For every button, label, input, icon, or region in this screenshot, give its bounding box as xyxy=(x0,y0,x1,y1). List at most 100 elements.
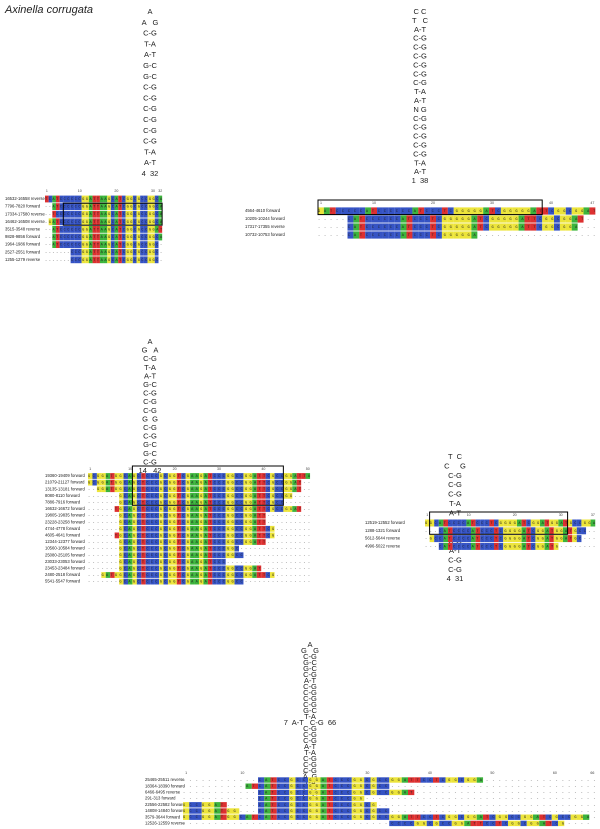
nucleotide-cell xyxy=(141,506,146,512)
nucleotide-cell xyxy=(194,512,200,519)
nucleotide-cell xyxy=(143,241,148,248)
nucleotide-cell xyxy=(207,552,213,559)
nucleotide-cell xyxy=(265,473,271,479)
nucleotide-cell xyxy=(549,542,554,550)
nucleotide-cell xyxy=(151,210,155,218)
nucleotide-cell xyxy=(140,203,144,210)
sequence-label: 17334-17580 reverse xyxy=(5,211,45,216)
nucleotide-cell xyxy=(351,783,359,789)
nucleotide-cell xyxy=(329,207,336,215)
nucleotide-cell xyxy=(430,215,437,223)
nucleotide-cell xyxy=(412,223,419,231)
nucleotide-cell xyxy=(470,814,477,820)
nucleotide-cell xyxy=(548,207,555,215)
nucleotide-cell xyxy=(96,195,100,203)
nucleotide-cell xyxy=(414,820,421,827)
nucleotide-cell xyxy=(351,814,359,820)
hairpin-line: C-G xyxy=(303,736,317,745)
nucleotide-cell xyxy=(127,506,133,512)
nucleotide-cell xyxy=(289,808,296,814)
nucleotide-cell xyxy=(185,558,191,565)
nucleotide-cell xyxy=(500,207,507,215)
nucleotide-cell xyxy=(185,525,191,532)
nucleotide-cell xyxy=(489,519,495,527)
nucleotide-cell xyxy=(520,820,527,827)
nucleotide-cell xyxy=(121,218,126,226)
nucleotide-cell xyxy=(88,218,93,226)
nucleotide-cell xyxy=(55,233,60,241)
nucleotide-cell xyxy=(159,545,164,552)
nucleotide-cell xyxy=(247,499,253,506)
nucleotide-cell xyxy=(199,486,204,493)
nucleotide-cell xyxy=(326,814,334,820)
nucleotide-cell xyxy=(52,233,57,241)
nucleotide-cell xyxy=(577,215,584,223)
nucleotide-cell xyxy=(119,565,124,572)
nucleotide-cell xyxy=(163,565,168,572)
nucleotide-cell xyxy=(185,532,191,539)
nucleotide-cell xyxy=(199,479,204,486)
nucleotide-cell xyxy=(181,558,186,565)
nucleotide-cell xyxy=(123,558,129,565)
nucleotide-cell xyxy=(258,783,265,789)
nucleotide-cell xyxy=(278,492,284,499)
nucleotide-cell xyxy=(261,473,266,479)
nucleotide-cell xyxy=(345,802,352,808)
nucleotide-cell xyxy=(376,814,384,820)
hairpin-line: G-C xyxy=(303,664,317,673)
hairpin-line: T C xyxy=(412,16,429,25)
nucleotide-cell xyxy=(92,226,97,233)
nucleotide-cell xyxy=(132,539,137,545)
nucleotide-cell xyxy=(452,527,458,535)
nucleotide-cell xyxy=(230,572,235,578)
nucleotide-cell xyxy=(121,210,126,218)
nucleotide-cell xyxy=(234,512,240,519)
nucleotide-cell xyxy=(158,210,163,218)
nucleotide-cell xyxy=(252,565,257,572)
nucleotide-cell xyxy=(225,539,231,545)
nucleotide-cell xyxy=(261,525,266,532)
nucleotide-cell xyxy=(436,223,442,231)
nucleotide-cell xyxy=(276,802,284,808)
nucleotide-cell xyxy=(270,499,275,506)
nucleotide-cell xyxy=(295,802,302,808)
nucleotide-cell xyxy=(147,241,152,248)
nucleotide-cell xyxy=(301,808,309,814)
nucleotide-cell xyxy=(230,539,235,545)
nucleotide-cell xyxy=(194,479,200,486)
hairpin-line: A-T xyxy=(414,96,427,105)
nucleotide-cell xyxy=(212,558,217,565)
nucleotide-cell xyxy=(127,558,133,565)
nucleotide-cell xyxy=(351,795,359,802)
nucleotide-cell xyxy=(136,572,142,578)
nucleotide-cell xyxy=(216,479,222,486)
nucleotide-cell xyxy=(136,519,142,526)
nucleotide-cell xyxy=(110,233,115,241)
nucleotide-cell xyxy=(194,492,200,499)
nucleotide-cell xyxy=(199,473,204,479)
nucleotide-cell xyxy=(276,789,284,796)
ruler-label: 40 xyxy=(261,467,265,471)
nucleotide-cell xyxy=(243,506,248,512)
nucleotide-cell xyxy=(535,535,541,543)
nucleotide-cell xyxy=(221,519,226,526)
nucleotide-cell xyxy=(145,499,151,506)
nucleotide-cell xyxy=(457,527,462,535)
nucleotide-cell xyxy=(234,473,240,479)
nucleotide-cell xyxy=(452,542,458,550)
sequence-label: 14808-14840 forward xyxy=(145,808,185,813)
nucleotide-cell xyxy=(243,525,248,532)
nucleotide-cell xyxy=(295,808,302,814)
nucleotide-cell xyxy=(181,486,186,493)
nucleotide-cell xyxy=(258,789,265,796)
nucleotide-cell xyxy=(376,783,384,789)
nucleotide-cell xyxy=(283,492,288,499)
nucleotide-cell xyxy=(536,223,543,231)
nucleotide-cell xyxy=(230,492,235,499)
nucleotide-cell xyxy=(270,492,275,499)
nucleotide-cell xyxy=(167,552,173,559)
nucleotide-cell xyxy=(81,203,86,210)
nucleotide-cell xyxy=(270,486,275,493)
nucleotide-cell xyxy=(226,814,234,820)
